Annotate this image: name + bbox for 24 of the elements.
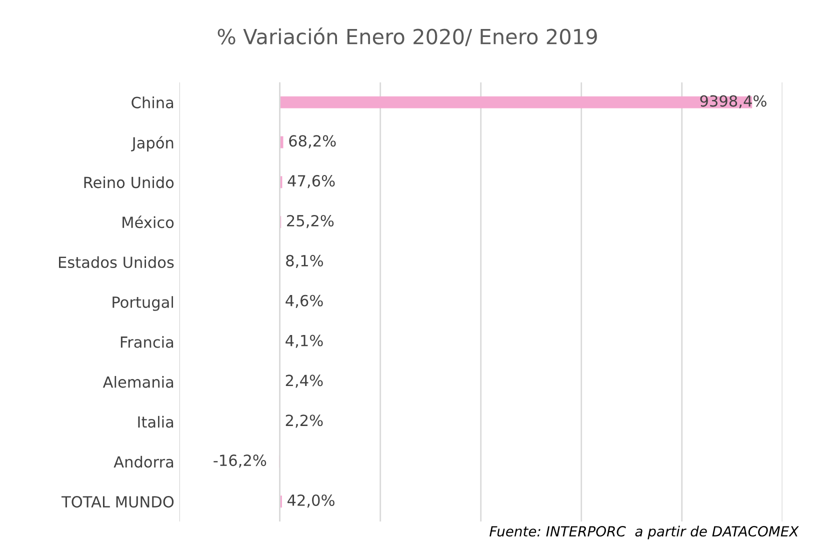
data-label: 4,6%: [286, 294, 323, 308]
y-tick-label: Estados Unidos: [59, 256, 174, 268]
data-label: 68,2%: [289, 135, 336, 148]
y-tick-label: Alemania: [102, 376, 174, 388]
data-label: 4,1%: [286, 334, 323, 348]
source-note: Fuente: INTERPORC a partir de DATACOMEX: [490, 526, 799, 540]
y-tick-label: México: [122, 216, 174, 228]
y-tick-label: Italia: [138, 416, 174, 428]
data-label: 47,6%: [288, 175, 335, 188]
data-label: 2,4%: [286, 374, 323, 388]
y-tick-label: Francia: [120, 336, 174, 348]
y-tick-label: Portugal: [112, 296, 174, 311]
y-tick-label: Reino Unido: [84, 176, 174, 188]
data-label: 9398,4%: [700, 95, 766, 108]
chart-title: % Variación Enero 2020/ Enero 2019: [218, 28, 597, 46]
data-label: 42,0%: [288, 494, 334, 508]
data-label: 8,1%: [286, 254, 324, 268]
y-tick-label: Andorra: [114, 456, 174, 468]
data-label: 2,2%: [286, 414, 323, 428]
y-tick-label: China: [132, 96, 174, 108]
y-tick-label: TOTAL MUNDO: [61, 496, 174, 508]
y-tick-label: Japón: [131, 136, 174, 152]
data-label: 25,2%: [287, 214, 334, 228]
data-label: -16,2%: [214, 454, 266, 468]
